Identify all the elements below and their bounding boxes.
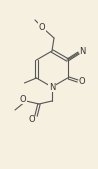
- Text: O: O: [39, 22, 45, 31]
- Text: O: O: [20, 94, 26, 103]
- Text: O: O: [29, 115, 35, 124]
- Text: N: N: [79, 46, 86, 55]
- Text: N: N: [49, 82, 55, 91]
- Text: O: O: [78, 77, 85, 86]
